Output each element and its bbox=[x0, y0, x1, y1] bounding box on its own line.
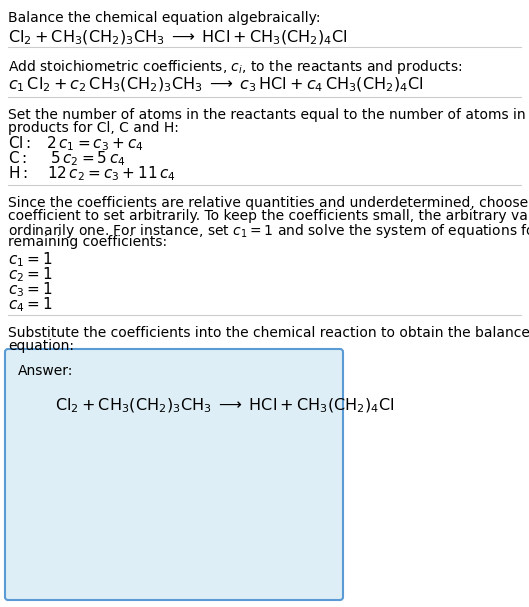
Text: Since the coefficients are relative quantities and underdetermined, choose a: Since the coefficients are relative quan… bbox=[8, 196, 529, 210]
Text: ordinarily one. For instance, set $c_1 = 1$ and solve the system of equations fo: ordinarily one. For instance, set $c_1 =… bbox=[8, 222, 529, 240]
Text: Set the number of atoms in the reactants equal to the number of atoms in the: Set the number of atoms in the reactants… bbox=[8, 108, 529, 122]
Text: $\mathrm{Cl_2 + CH_3(CH_2)_3CH_3 \;\longrightarrow\; HCl + CH_3(CH_2)_4Cl}$: $\mathrm{Cl_2 + CH_3(CH_2)_3CH_3 \;\long… bbox=[55, 397, 395, 415]
Text: $\mathrm{H:}\;\;\;\; 12\,c_2 = c_3 + 11\,c_4$: $\mathrm{H:}\;\;\;\; 12\,c_2 = c_3 + 11\… bbox=[8, 164, 176, 183]
FancyBboxPatch shape bbox=[5, 349, 343, 600]
Text: Balance the chemical equation algebraically:: Balance the chemical equation algebraica… bbox=[8, 11, 321, 25]
Text: coefficient to set arbitrarily. To keep the coefficients small, the arbitrary va: coefficient to set arbitrarily. To keep … bbox=[8, 209, 529, 223]
Text: $\mathrm{C:}\;\;\;\;\; 5\,c_2 = 5\,c_4$: $\mathrm{C:}\;\;\;\;\; 5\,c_2 = 5\,c_4$ bbox=[8, 149, 125, 168]
Text: Answer:: Answer: bbox=[18, 364, 74, 378]
Text: remaining coefficients:: remaining coefficients: bbox=[8, 235, 167, 249]
Text: products for Cl, C and H:: products for Cl, C and H: bbox=[8, 121, 179, 135]
Text: $c_1\,\mathrm{Cl_2} + c_2\,\mathrm{CH_3(CH_2)_3CH_3} \;\longrightarrow\; c_3\,\m: $c_1\,\mathrm{Cl_2} + c_2\,\mathrm{CH_3(… bbox=[8, 76, 423, 95]
Text: $c_4 = 1$: $c_4 = 1$ bbox=[8, 295, 52, 314]
Text: $c_3 = 1$: $c_3 = 1$ bbox=[8, 280, 52, 299]
Text: $\mathrm{Cl_2 + CH_3(CH_2)_3CH_3 \;\longrightarrow\; HCl + CH_3(CH_2)_4Cl}$: $\mathrm{Cl_2 + CH_3(CH_2)_3CH_3 \;\long… bbox=[8, 29, 348, 47]
Text: equation:: equation: bbox=[8, 339, 74, 353]
Text: $c_1 = 1$: $c_1 = 1$ bbox=[8, 250, 52, 269]
Text: Add stoichiometric coefficients, $c_i$, to the reactants and products:: Add stoichiometric coefficients, $c_i$, … bbox=[8, 58, 463, 76]
Text: $\mathrm{Cl:}\;\;\; 2\,c_1 = c_3 + c_4$: $\mathrm{Cl:}\;\;\; 2\,c_1 = c_3 + c_4$ bbox=[8, 134, 144, 153]
Text: Substitute the coefficients into the chemical reaction to obtain the balanced: Substitute the coefficients into the che… bbox=[8, 326, 529, 340]
Text: $c_2 = 1$: $c_2 = 1$ bbox=[8, 265, 52, 283]
